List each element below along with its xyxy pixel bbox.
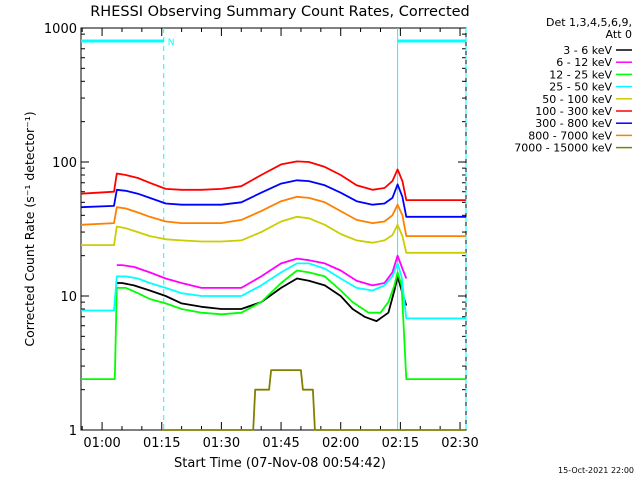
series-line-2: [81, 269, 466, 381]
x-tick-label: 02:00: [322, 436, 359, 451]
series-line-4: [81, 215, 466, 254]
legend-label: 300 - 800 keV: [535, 117, 612, 130]
legend-label: 50 - 100 keV: [542, 93, 612, 106]
chart-title: RHESSI Observing Summary Count Rates, Co…: [90, 4, 470, 20]
series-line-7: [80, 195, 466, 238]
saa-label: N: [168, 38, 175, 48]
y-tick-label: 100: [52, 156, 77, 171]
legend-header-line1: Det 1,3,4,5,6,9,: [546, 16, 632, 29]
legend-label: 6 - 12 keV: [556, 56, 612, 69]
legend-label: 100 - 300 keV: [535, 105, 612, 118]
legend-label: 7000 - 15000 keV: [514, 142, 612, 155]
y-axis-label: Corrected Count Rate (s⁻¹ detector⁻¹): [22, 111, 37, 346]
legend-label: 12 - 25 keV: [549, 68, 612, 81]
x-tick-label: 02:15: [382, 436, 419, 451]
x-axis-label: Start Time (07-Nov-08 00:54:42): [174, 456, 386, 471]
series-line-0: [116, 275, 408, 323]
x-tick-label: 01:30: [203, 436, 240, 451]
series-line-5: [80, 160, 466, 202]
y-tick-label: 1: [69, 424, 77, 439]
legend-header-line2: Att 0: [606, 28, 632, 41]
legend-label: 3 - 6 keV: [563, 44, 612, 57]
y-tick-label: 10: [60, 290, 77, 305]
series-line-3: [81, 262, 466, 320]
series-line-8: [161, 369, 466, 431]
series-line-6: [80, 179, 466, 218]
x-tick-label: 01:15: [143, 436, 180, 451]
footer-timestamp: 15-Oct-2021 22:00: [558, 466, 634, 475]
x-tick-label: 01:00: [83, 436, 120, 451]
legend-label: 800 - 7000 keV: [528, 129, 612, 142]
legend-label: 25 - 50 keV: [549, 81, 612, 94]
y-tick-label: 1000: [44, 22, 77, 37]
x-tick-label: 01:45: [262, 436, 299, 451]
series-line-1: [116, 254, 408, 289]
x-tick-label: 02:30: [441, 436, 478, 451]
